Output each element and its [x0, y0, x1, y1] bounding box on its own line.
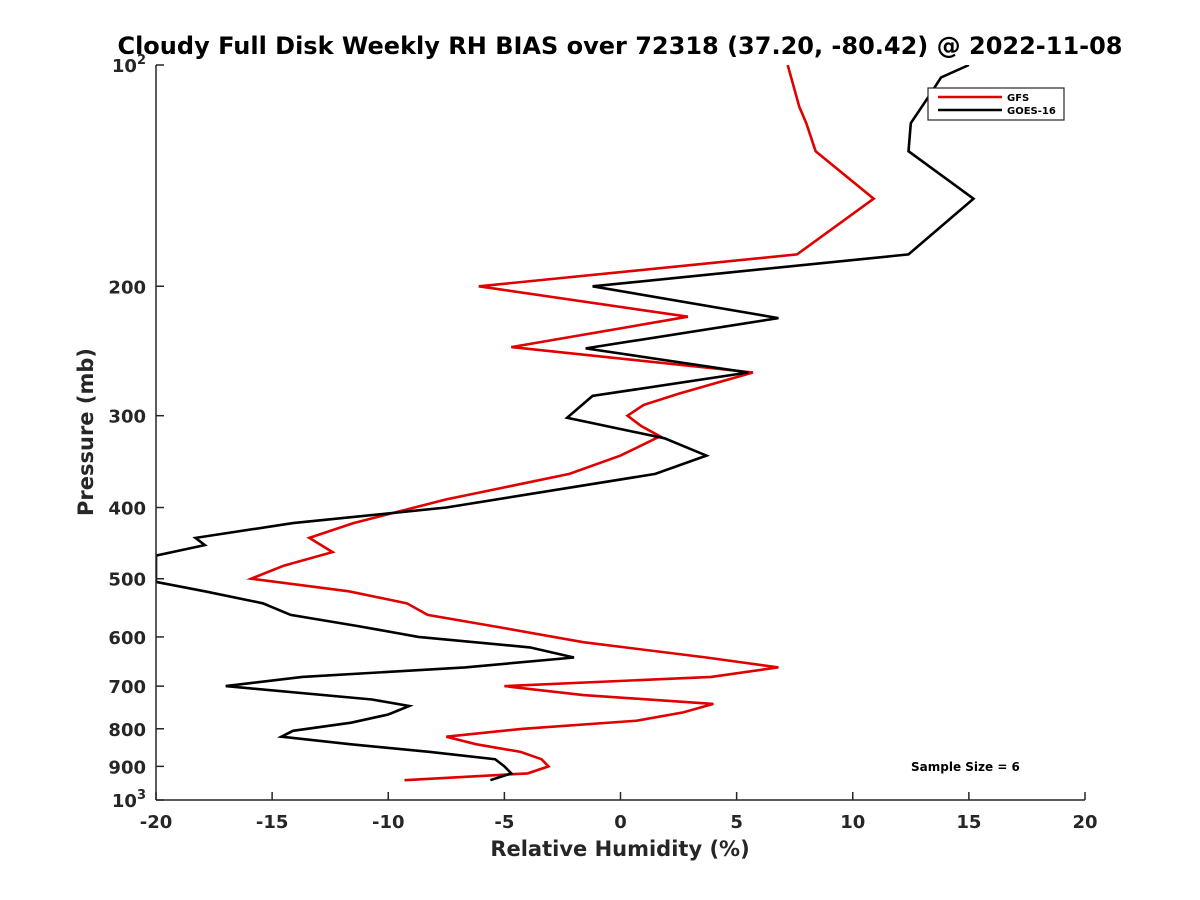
chart-title: Cloudy Full Disk Weekly RH BIAS over 723… [117, 32, 1122, 60]
legend-label-goes16: GOES-16 [1007, 106, 1056, 117]
x-axis-label: Relative Humidity (%) [490, 837, 749, 861]
x-tick-label: 20 [1072, 812, 1097, 833]
x-tick-label: -20 [140, 812, 173, 833]
series-line-goes16 [156, 65, 976, 782]
y-tick-label: 400 [108, 499, 146, 520]
legend-label-gfs: GFS [1007, 93, 1029, 104]
series-layer [156, 65, 976, 782]
legend-box [927, 87, 1065, 121]
y-ticks: 102 200 300 400 500 600 700 800 900 103 [108, 53, 164, 812]
x-tick-label: -5 [494, 812, 514, 833]
x-tick-label: -10 [372, 812, 405, 833]
y-tick-label: 200 [108, 277, 146, 298]
x-tick-label: -15 [256, 812, 289, 833]
y-tick-label: 900 [108, 757, 146, 778]
y-tick-label: 102 [112, 53, 146, 77]
y-tick-label: 600 [108, 628, 146, 649]
x-tick-label: 15 [956, 812, 981, 833]
legend: GFS GOES-16 [927, 87, 1065, 121]
x-tick-label: 0 [614, 812, 627, 833]
y-tick-label: 500 [108, 570, 146, 591]
x-tick-label: 10 [840, 812, 865, 833]
y-tick-label: 700 [108, 677, 146, 698]
y-tick-label: 800 [108, 720, 146, 741]
x-ticks: -20 -15 -10 -5 0 5 10 15 20 [140, 792, 1098, 833]
y-axis-label: Pressure (mb) [74, 348, 98, 516]
y-tick-label: 300 [108, 407, 146, 428]
sample-size-annotation: Sample Size = 6 [911, 760, 1020, 774]
series-line-gfs [246, 65, 876, 782]
x-tick-label: 5 [730, 812, 743, 833]
y-tick-label: 103 [112, 788, 146, 812]
